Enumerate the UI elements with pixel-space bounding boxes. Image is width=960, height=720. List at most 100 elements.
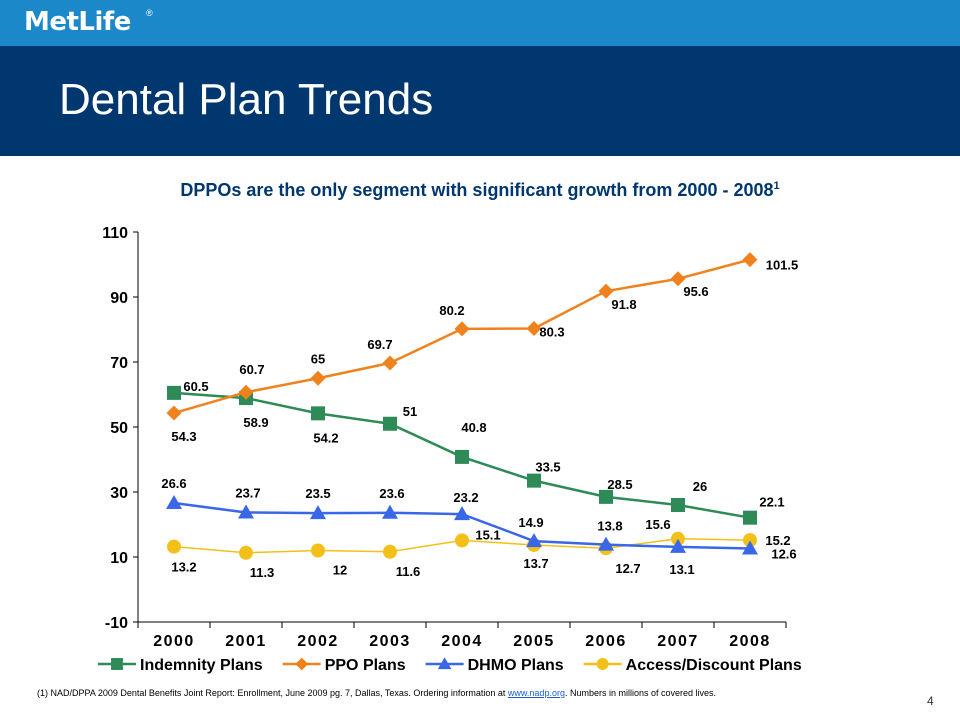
data-label: 80.3 [539, 325, 564, 340]
legend-marker [596, 658, 609, 670]
legend-label: Indemnity Plans [140, 657, 263, 674]
data-label: 91.8 [611, 297, 636, 312]
data-point [166, 495, 182, 510]
y-tick-label: 110 [102, 225, 128, 242]
legend-entry: PPO Plans [282, 657, 406, 674]
legend-entry: Indemnity Plans [98, 657, 263, 674]
chart-subtitle: DPPOs are the only segment with signific… [0, 180, 960, 201]
data-label: 13.8 [597, 519, 622, 534]
subtitle-footnote-ref: 1 [773, 180, 780, 192]
footnote-link[interactable]: www.nadp.org [507, 688, 565, 698]
y-tick-label: 90 [110, 290, 128, 307]
data-label: 11.3 [250, 565, 275, 580]
data-label: 14.9 [518, 515, 543, 530]
data-label: 22.1 [759, 495, 784, 510]
series-ppo-plans [166, 252, 758, 421]
series-dhmo-plans [166, 495, 758, 555]
data-point [742, 540, 758, 555]
data-point [310, 370, 326, 386]
y-tick-label: -10 [105, 615, 128, 632]
data-label: 12 [333, 563, 347, 578]
data-label: 95.6 [683, 284, 708, 299]
data-point [599, 489, 613, 504]
data-point [166, 405, 182, 421]
data-point [238, 384, 254, 400]
data-label: 13.7 [523, 556, 548, 571]
legend-label: DHMO Plans [468, 657, 564, 674]
data-label: 12.6 [771, 547, 796, 562]
data-label: 28.5 [607, 477, 632, 492]
data-point [526, 321, 542, 337]
x-tick-label: 2006 [585, 633, 627, 650]
data-label: 51 [403, 404, 417, 419]
series-layer [166, 252, 758, 560]
data-point [742, 252, 758, 268]
subtitle-text: DPPOs are the only segment with signific… [180, 180, 774, 200]
data-label: 23.7 [235, 485, 260, 500]
footnote-prefix: (1) NAD/DPPA 2009 Dental Benefits Joint … [37, 688, 508, 698]
data-label: 13.1 [669, 562, 694, 577]
data-label: 101.5 [766, 258, 799, 273]
data-label: 69.7 [367, 337, 392, 352]
x-tick-label: 2007 [657, 633, 699, 650]
legend-label: Access/Discount Plans [626, 657, 802, 674]
data-point [383, 416, 397, 431]
data-point [455, 533, 469, 548]
page-title: Dental Plan Trends [59, 75, 434, 124]
data-label: 15.6 [645, 517, 670, 532]
footnote: (1) NAD/DPPA 2009 Dental Benefits Joint … [37, 688, 897, 698]
data-point [671, 498, 685, 512]
data-label: 12.7 [615, 561, 640, 576]
data-label: 65 [311, 351, 325, 366]
y-tick-label: 10 [110, 550, 128, 567]
x-tick-label: 2003 [369, 633, 411, 650]
data-point [311, 543, 325, 558]
data-point [310, 505, 326, 520]
series-indemnity-plans [167, 385, 757, 525]
data-point [167, 539, 181, 554]
data-point [454, 506, 470, 521]
data-point [670, 538, 686, 553]
footnote-suffix: . Numbers in millions of covered lives. [564, 688, 717, 698]
data-label: 11.6 [396, 564, 421, 579]
data-label: 15.2 [765, 533, 790, 548]
data-point [455, 449, 469, 464]
y-tick-label: 50 [110, 420, 128, 437]
data-point [383, 544, 397, 559]
legend-entry: DHMO Plans [425, 657, 564, 674]
legend-entry: Access/Discount Plans [583, 657, 802, 674]
data-label: 58.9 [243, 415, 268, 430]
data-label: 26.6 [161, 476, 186, 491]
data-label: 33.5 [535, 460, 560, 475]
data-point [238, 504, 254, 519]
legend-marker [111, 658, 123, 670]
legend-marker [437, 657, 452, 670]
data-point [598, 283, 614, 299]
x-tick-label: 2001 [225, 633, 267, 650]
title-band [0, 46, 960, 156]
x-tick-label: 2000 [153, 633, 195, 650]
data-label: 60.7 [239, 362, 264, 377]
legend-label: PPO Plans [325, 657, 406, 674]
data-label: 15.1 [475, 527, 500, 542]
header-top-bar [0, 0, 960, 46]
data-point [167, 385, 181, 400]
data-point [743, 533, 757, 548]
data-point [527, 473, 541, 488]
registered-mark: ® [146, 8, 153, 18]
data-point [382, 504, 398, 519]
page-number: 4 [927, 694, 934, 708]
y-tick-label: 30 [110, 485, 128, 502]
data-label: 60.5 [183, 379, 208, 394]
data-point [598, 536, 614, 551]
data-point [670, 271, 686, 287]
data-label: 54.3 [171, 429, 196, 444]
data-point [671, 531, 685, 546]
data-point [239, 545, 253, 560]
data-label: 23.6 [379, 486, 404, 501]
x-tick-label: 2008 [729, 633, 771, 650]
data-point [526, 533, 542, 548]
x-tick-label: 2005 [513, 633, 555, 650]
chart-legend: Indemnity Plans PPO Plans DHMO Plans Access… [98, 657, 802, 674]
